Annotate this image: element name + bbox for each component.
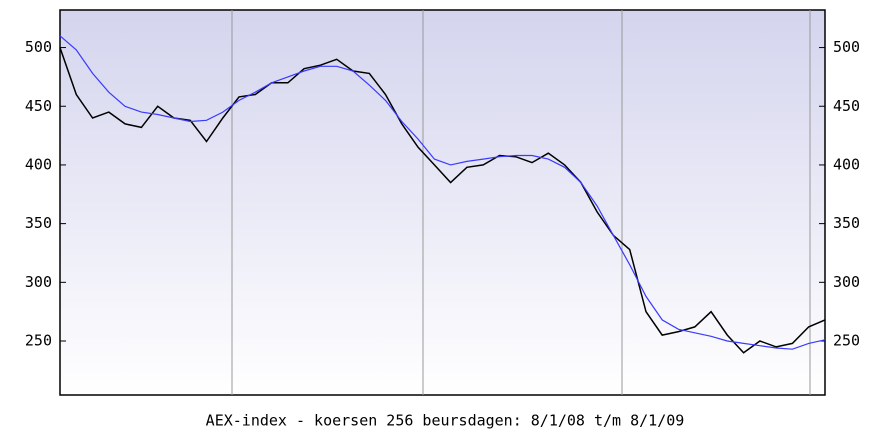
y-tick-label: 300: [25, 273, 52, 291]
y2-tick-label: 500: [833, 38, 860, 56]
y-tick-label: 250: [25, 332, 52, 350]
y2-tick-label: 350: [833, 214, 860, 232]
plot-area: [59, 9, 826, 396]
series-line: [59, 47, 826, 354]
y2-tick-label: 300: [833, 273, 860, 291]
series-line: [59, 35, 826, 350]
y2-tick-label: 450: [833, 97, 860, 115]
y2-tick-label: 400: [833, 155, 860, 173]
y-tick-label: 400: [25, 155, 52, 173]
y2-tick-label: 250: [833, 332, 860, 350]
y-tick-label: 450: [25, 97, 52, 115]
y-tick-label: 350: [25, 214, 52, 232]
y-tick-label: 500: [25, 38, 52, 56]
chart-title: AEX-index - koersen 256 beursdagen: 8/1/…: [206, 412, 685, 430]
month-separators: [231, 10, 811, 395]
